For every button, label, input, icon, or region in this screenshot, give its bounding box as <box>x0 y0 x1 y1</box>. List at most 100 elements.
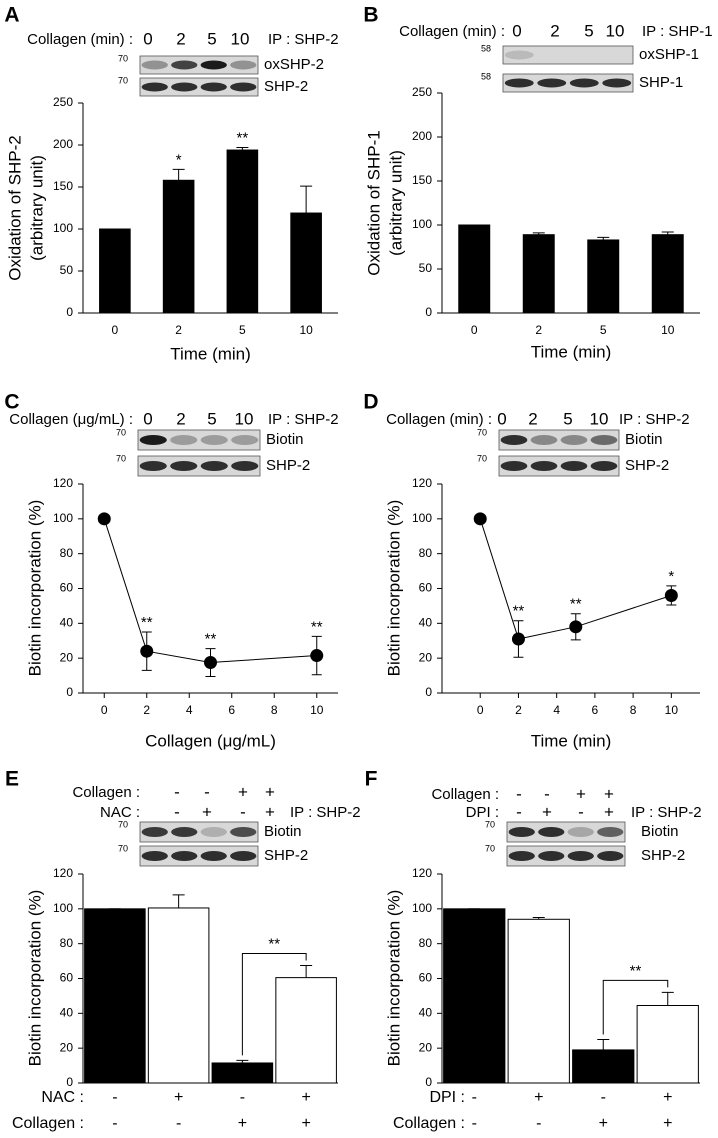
blot-lane-label: - <box>174 802 180 821</box>
blot-mw: 70 <box>485 819 495 829</box>
y-tick-label: 0 <box>425 685 432 699</box>
y-tick-label: 100 <box>53 511 73 525</box>
error-bar <box>597 236 610 240</box>
blot-strip <box>506 845 626 867</box>
blot-header-name: Collagen : <box>431 786 499 803</box>
y-tick-label: 100 <box>412 217 432 231</box>
y-tick-label: 40 <box>60 616 74 630</box>
blot-band <box>597 851 624 861</box>
condition-value: + <box>174 1089 183 1106</box>
error-bar <box>300 185 313 214</box>
bar <box>572 1049 635 1084</box>
blot-band <box>590 461 618 471</box>
y-tick-label: 60 <box>419 971 433 985</box>
y-axis-label: Oxidation of SHP-1 <box>364 130 383 276</box>
y-tick-label: 150 <box>53 179 73 193</box>
y-tick-label: 120 <box>412 476 432 490</box>
blot-band <box>560 461 588 471</box>
bar <box>84 908 146 1084</box>
error-bar <box>236 1059 249 1063</box>
condition-name: NAC : <box>41 1089 84 1106</box>
y-tick-label: 200 <box>412 129 432 143</box>
blot-band <box>530 435 558 445</box>
blot-ip: IP : SHP-2 <box>631 804 702 821</box>
blot-band <box>200 851 227 861</box>
blot-lane-label: 10 <box>231 29 250 48</box>
panel-label: A <box>4 4 19 27</box>
blot-mw: 58 <box>481 43 491 53</box>
blot-band <box>560 435 588 445</box>
blot-strip <box>137 429 261 451</box>
x-tick-label: 4 <box>186 703 193 717</box>
data-point <box>473 512 487 526</box>
blot-band-label: Biotin <box>625 431 663 448</box>
blot-band <box>567 851 594 861</box>
panel-label: F <box>365 768 378 791</box>
panel-label: B <box>363 4 378 27</box>
blot-band-label: SHP-2 <box>264 78 308 95</box>
blot-header-name: Collagen (min) : <box>386 411 492 428</box>
blot-header-name: DPI : <box>466 804 499 821</box>
x-tick-label: 2 <box>535 323 542 337</box>
blot-lane-label: 5 <box>563 409 572 428</box>
blot-band <box>500 435 528 445</box>
y-tick-label: 50 <box>419 261 433 275</box>
bar <box>211 1062 274 1084</box>
panel-label: C <box>4 391 19 414</box>
x-tick-label: 0 <box>101 703 108 717</box>
blot-band <box>141 82 168 92</box>
x-axis-label: Collagen (μg/mL) <box>145 731 276 750</box>
error-bar <box>532 917 545 920</box>
y-tick-label: 80 <box>60 546 74 560</box>
condition-value: - <box>112 1115 117 1132</box>
blot-strip <box>502 45 634 65</box>
data-point <box>664 588 678 602</box>
blot-mw: 70 <box>118 53 128 63</box>
bar <box>226 149 259 314</box>
blot-band-label: Biotin <box>641 823 679 840</box>
data-line <box>479 518 672 640</box>
blot-lane-label: 0 <box>143 409 152 428</box>
blot-lane-label: + <box>265 782 275 801</box>
bar <box>651 234 684 314</box>
blot-lane-label: 2 <box>550 21 559 40</box>
significance-label: ** <box>570 596 582 613</box>
x-tick-label: 8 <box>630 703 637 717</box>
error-bar <box>597 1038 610 1050</box>
x-tick-label: 6 <box>592 703 599 717</box>
blot-band <box>171 82 198 92</box>
blot-lane-label: 2 <box>528 409 537 428</box>
blot-ip: IP : SHP-1 <box>642 23 713 40</box>
blot-band <box>230 60 257 70</box>
blot-band <box>500 461 528 471</box>
blot-mw: 70 <box>477 427 487 437</box>
blot-lane-label: - <box>544 784 550 803</box>
y-tick-label: 0 <box>66 1075 73 1089</box>
blot-band-label: SHP-2 <box>641 847 685 864</box>
y-axis-label: Biotin incorporation (%) <box>25 890 44 1067</box>
significance-label: ** <box>237 129 249 146</box>
blot-strip <box>139 55 259 75</box>
blot-ip: IP : SHP-2 <box>619 411 690 428</box>
blot-mw: 70 <box>116 427 126 437</box>
blot-lane-label: + <box>202 802 212 821</box>
data-point <box>97 512 111 526</box>
y-tick-label: 60 <box>419 581 433 595</box>
x-tick-label: 5 <box>239 323 246 337</box>
significance-label: ** <box>268 935 280 952</box>
x-tick-label: 10 <box>299 323 313 337</box>
blot-band <box>538 851 565 861</box>
blot-mw: 70 <box>116 453 126 463</box>
y-axis-label: Biotin incorporation (%) <box>384 500 403 677</box>
blot-band <box>508 851 535 861</box>
blot-lane-label: - <box>516 802 522 821</box>
error-bar <box>661 991 674 1006</box>
blot-band <box>569 78 599 88</box>
blot-band <box>508 827 535 837</box>
blot-lane-label: + <box>576 784 586 803</box>
blot-band <box>230 851 257 861</box>
condition-value: - <box>240 1089 245 1106</box>
blot-band-label: SHP-2 <box>266 457 310 474</box>
blot-strip <box>139 77 259 97</box>
bar <box>507 918 570 1084</box>
